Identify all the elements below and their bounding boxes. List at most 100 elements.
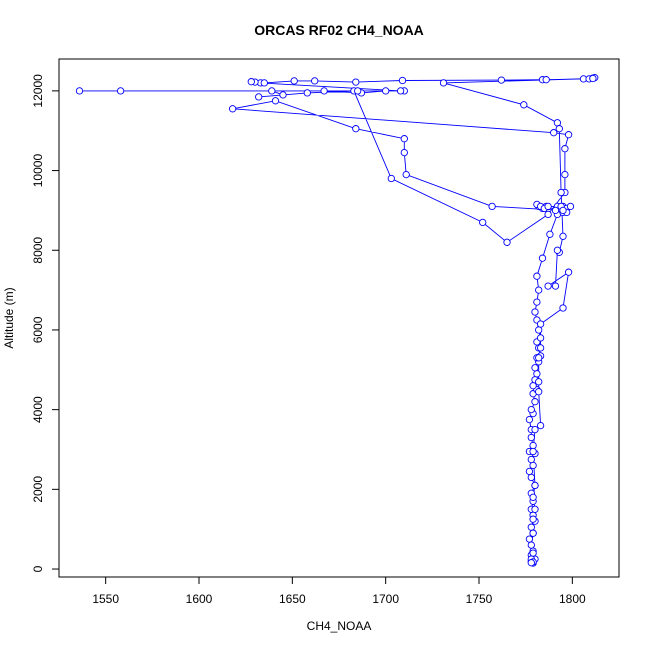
data-point: [544, 210, 552, 219]
data-point: [400, 148, 408, 157]
data-point: [525, 415, 534, 424]
data-point: [559, 304, 567, 312]
data-point: [398, 76, 407, 85]
data-point: [559, 206, 567, 215]
data-point: [529, 549, 537, 557]
y-axis: 0 2000 4000 6000 8000 10000 12000: [31, 74, 60, 572]
y-tick-label: 2000: [31, 476, 45, 503]
data-point: [536, 334, 545, 342]
data-point: [529, 382, 537, 390]
data-point: [527, 473, 535, 482]
data-point: [527, 541, 535, 549]
data-point: [536, 344, 545, 352]
data-point: [400, 135, 408, 143]
data-point: [533, 370, 541, 378]
data-point: [531, 505, 539, 513]
data-point: [561, 170, 569, 179]
data-point: [497, 76, 506, 84]
data-point: [520, 101, 528, 109]
data-point: [531, 425, 539, 434]
data-point: [529, 493, 537, 501]
data-point: [290, 77, 298, 85]
data-point: [542, 76, 550, 84]
x-tick-label: 1650: [279, 592, 306, 606]
data-point: [228, 105, 237, 113]
data-point: [551, 282, 560, 290]
data-point: [533, 298, 541, 306]
data-point: [247, 78, 255, 86]
data-point: [561, 145, 569, 153]
data-point: [535, 326, 543, 334]
data-point: [354, 87, 362, 95]
data-point: [479, 218, 487, 227]
x-tick-label: 1600: [186, 592, 213, 606]
chart-title: ORCAS RF02 CH4_NOAA: [254, 22, 424, 38]
data-point: [531, 308, 539, 316]
y-tick-label: 6000: [31, 316, 45, 343]
data-point: [546, 230, 554, 238]
data-point: [529, 529, 537, 537]
data-point: [279, 91, 287, 99]
y-tick-label: 12000: [31, 74, 45, 108]
data-point: [529, 515, 537, 523]
data-point: [536, 320, 545, 328]
data-point: [382, 87, 390, 95]
data-point: [527, 433, 535, 442]
data-point: [536, 421, 545, 430]
y-tick-label: 10000: [31, 154, 45, 188]
data-point: [527, 523, 535, 531]
y-axis-label: Altitude (m): [2, 287, 16, 348]
data-point: [535, 354, 543, 362]
data-point: [503, 238, 511, 246]
data-point: [538, 254, 547, 262]
x-tick-label: 1550: [92, 592, 119, 606]
data-point: [555, 125, 563, 133]
data-point: [531, 481, 539, 490]
data-point: [488, 202, 496, 211]
data-point: [589, 74, 597, 83]
x-tick-label: 1800: [559, 592, 586, 606]
data-point: [320, 87, 328, 95]
data-point: [116, 87, 125, 95]
data-point: [402, 170, 410, 179]
data-point: [527, 405, 535, 414]
data-point: [529, 441, 537, 450]
data-point: [531, 364, 539, 372]
data-point: [527, 559, 535, 567]
x-tick-label: 1750: [466, 592, 493, 606]
data-point: [544, 202, 552, 211]
data-point: [439, 79, 448, 87]
data-point: [387, 174, 395, 183]
data-point: [551, 206, 560, 215]
data-point: [525, 467, 534, 476]
x-tick-label: 1700: [372, 592, 399, 606]
y-tick-label: 4000: [31, 396, 45, 423]
data-point: [533, 272, 541, 280]
data-point: [255, 93, 263, 101]
data-point: [525, 535, 534, 543]
data-point: [260, 79, 268, 87]
data-point: [352, 78, 360, 86]
y-tick-label: 8000: [31, 237, 45, 264]
data-series: [75, 74, 599, 567]
data-point: [311, 77, 319, 85]
data-point: [268, 87, 276, 95]
data-point: [535, 378, 543, 386]
data-point: [527, 455, 535, 464]
data-point: [557, 188, 565, 197]
data-point: [531, 398, 539, 406]
y-tick-label: 0: [31, 565, 45, 572]
data-point: [75, 87, 84, 95]
data-point: [553, 119, 562, 127]
x-axis-label: CH4_NOAA: [307, 619, 372, 633]
data-point: [271, 97, 280, 105]
data-point: [396, 87, 405, 95]
data-point: [529, 447, 537, 456]
data-point: [352, 125, 360, 133]
data-point: [564, 131, 573, 139]
data-point: [529, 461, 537, 470]
data-point: [535, 388, 543, 396]
data-point: [564, 268, 573, 276]
